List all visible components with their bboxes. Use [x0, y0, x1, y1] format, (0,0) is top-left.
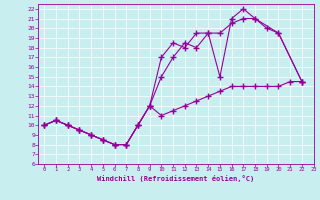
X-axis label: Windchill (Refroidissement éolien,°C): Windchill (Refroidissement éolien,°C): [97, 175, 255, 182]
